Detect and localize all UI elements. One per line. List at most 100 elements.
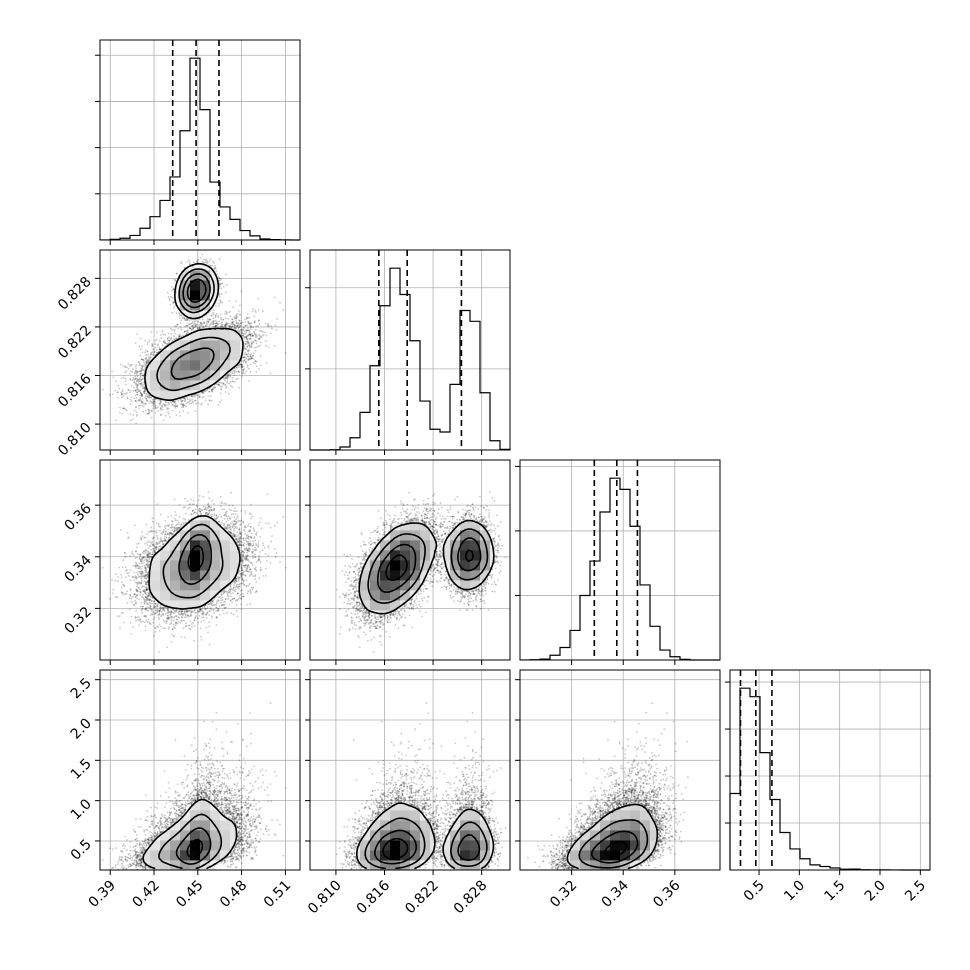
sample-point <box>228 300 231 302</box>
sample-point <box>215 312 218 315</box>
density-cell <box>180 530 184 534</box>
density-cell <box>153 363 158 368</box>
density-cell <box>213 550 218 554</box>
sample-point <box>205 325 208 328</box>
sample-point <box>171 311 174 314</box>
sample-point <box>219 283 222 286</box>
sample-point <box>145 596 147 599</box>
sample-point <box>211 321 213 323</box>
sample-point <box>139 553 142 555</box>
density-cell <box>190 353 194 358</box>
sample-point <box>236 510 238 513</box>
sample-point <box>145 577 147 580</box>
sample-point <box>239 524 242 526</box>
density-cell <box>176 343 181 348</box>
sample-point <box>155 546 158 549</box>
sample-point <box>139 392 142 394</box>
sample-point <box>134 375 137 378</box>
sample-point <box>164 342 167 344</box>
sample-point <box>241 558 244 560</box>
sample-point <box>249 548 251 551</box>
sample-point <box>166 617 169 620</box>
sample-point <box>207 502 210 505</box>
sample-point <box>136 564 139 567</box>
sample-point <box>122 394 125 397</box>
sample-point <box>148 357 150 360</box>
sample-point <box>229 373 232 376</box>
sample-point <box>140 383 142 385</box>
sample-point <box>252 326 255 329</box>
sample-point <box>237 541 240 543</box>
sample-point <box>143 589 145 591</box>
sample-point <box>239 543 242 545</box>
sample-point <box>238 528 241 531</box>
sample-point <box>134 581 137 584</box>
sample-point <box>255 534 258 536</box>
density-cell <box>180 300 184 304</box>
sample-point <box>157 523 160 525</box>
sample-point <box>208 324 211 327</box>
sample-point <box>143 600 146 603</box>
density-cell <box>210 566 214 571</box>
sample-point <box>191 400 194 403</box>
sample-point <box>219 301 222 304</box>
sample-point <box>140 379 143 381</box>
sample-point <box>160 413 162 416</box>
sample-point <box>244 557 247 560</box>
sample-point <box>182 402 185 405</box>
sample-point <box>135 372 138 374</box>
sample-point <box>240 567 243 570</box>
sample-point <box>144 591 147 594</box>
sample-point <box>145 570 148 573</box>
sample-point <box>239 590 242 592</box>
sample-point <box>265 575 267 577</box>
sample-point <box>235 580 238 582</box>
sample-point <box>164 627 166 630</box>
density-cell <box>193 313 198 318</box>
sample-point <box>405 604 407 607</box>
density-cell <box>183 310 188 314</box>
sample-point <box>237 576 240 579</box>
density-cell <box>200 313 204 318</box>
sample-point <box>262 542 264 544</box>
density-cell <box>213 360 218 364</box>
density-cell <box>153 566 158 571</box>
sample-point <box>249 326 252 328</box>
density-cell <box>206 583 211 588</box>
density-cell <box>183 543 188 548</box>
sample-point <box>167 618 170 621</box>
sample-point <box>243 564 246 567</box>
sample-point <box>165 401 168 404</box>
sample-point <box>170 622 173 625</box>
sample-point <box>147 606 150 609</box>
sample-point <box>141 367 144 370</box>
sample-point <box>228 382 231 385</box>
sample-point <box>218 384 221 386</box>
sample-point <box>219 495 222 498</box>
sample-point <box>244 525 246 528</box>
sample-point <box>236 515 239 517</box>
sample-point <box>193 323 195 326</box>
sample-point <box>152 543 155 546</box>
sample-point <box>164 540 166 542</box>
sample-point <box>246 592 249 594</box>
sample-point <box>197 611 199 613</box>
density-cell <box>206 350 211 354</box>
density-cell <box>193 346 198 351</box>
sample-point <box>383 523 386 526</box>
sample-point <box>205 322 208 325</box>
density-cell <box>163 560 168 564</box>
sample-point <box>166 337 169 340</box>
sample-point <box>136 370 139 373</box>
sample-point <box>248 333 250 336</box>
sample-point <box>251 333 254 335</box>
density-cell <box>206 526 211 531</box>
sample-point <box>220 382 223 384</box>
sample-point <box>214 325 217 327</box>
sample-point <box>139 337 142 340</box>
sample-point <box>184 319 187 321</box>
sample-point <box>188 503 191 506</box>
density-cell <box>206 286 211 291</box>
sample-point <box>171 339 174 342</box>
density-cell <box>213 563 218 568</box>
